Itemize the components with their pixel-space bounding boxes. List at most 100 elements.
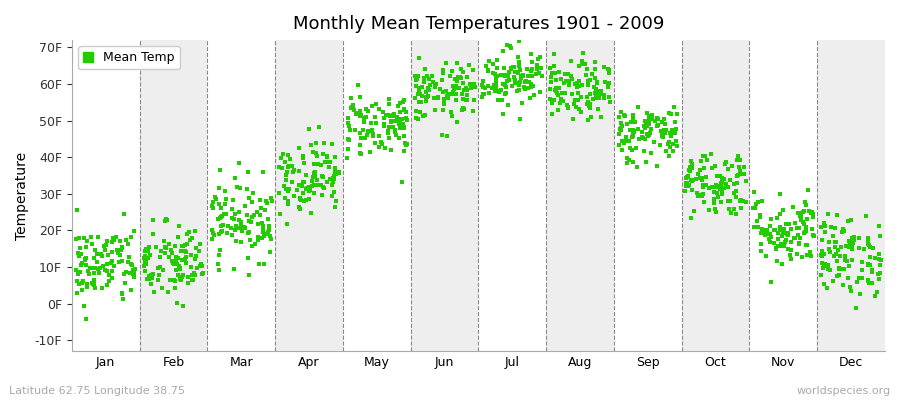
Point (158, 216, 173, 222)
Point (770, 258, 784, 264)
Point (340, 154, 355, 161)
Point (75, 286, 89, 293)
Point (650, 115, 664, 122)
Point (115, 291, 130, 297)
Point (180, 240, 194, 247)
Point (360, 132, 374, 138)
Point (329, 198, 344, 204)
Point (346, 102, 360, 108)
Point (188, 256, 202, 262)
Point (212, 266, 226, 273)
Point (353, 108, 367, 114)
Point (241, 255, 256, 261)
Point (445, 113, 459, 120)
Point (589, 86, 603, 92)
Point (839, 243, 853, 249)
Point (244, 219, 258, 225)
Point (431, 95, 446, 102)
Point (643, 130, 657, 136)
Point (699, 174, 714, 180)
Point (364, 128, 379, 134)
Point (485, 85, 500, 92)
Point (692, 175, 706, 181)
Point (86, 281, 100, 287)
Point (340, 120, 355, 126)
Point (205, 236, 220, 242)
Bar (681, 40, 750, 351)
Point (409, 75, 423, 81)
Point (399, 114, 413, 121)
Point (86, 255, 101, 262)
Point (730, 180, 744, 186)
Point (212, 201, 226, 207)
Point (650, 163, 664, 170)
Point (194, 260, 209, 267)
Point (656, 127, 670, 133)
Point (581, 82, 596, 88)
Point (214, 214, 229, 220)
Point (566, 100, 580, 107)
Point (784, 255, 798, 262)
Point (163, 277, 177, 283)
Point (278, 195, 293, 201)
Point (749, 200, 763, 207)
Point (727, 206, 742, 212)
Point (302, 188, 316, 194)
Point (493, 86, 508, 93)
Point (626, 132, 640, 138)
Point (499, 84, 513, 90)
Point (171, 234, 185, 240)
Point (98, 246, 112, 253)
Point (698, 153, 713, 160)
Point (212, 184, 226, 191)
Point (92, 270, 106, 276)
Point (282, 186, 296, 192)
Point (184, 234, 199, 241)
Point (436, 100, 451, 106)
Point (531, 56, 545, 62)
Point (364, 127, 379, 134)
Point (314, 173, 328, 179)
Point (87, 281, 102, 288)
Point (553, 100, 567, 106)
Point (834, 266, 849, 272)
Point (580, 99, 595, 105)
Point (838, 257, 852, 263)
Point (507, 74, 521, 80)
Point (302, 196, 317, 202)
Point (630, 164, 644, 170)
Point (862, 242, 877, 249)
Point (450, 78, 464, 84)
Point (491, 88, 506, 94)
Point (449, 90, 464, 97)
Point (853, 290, 868, 297)
Point (228, 227, 242, 234)
Point (391, 103, 405, 110)
Point (475, 94, 490, 100)
Point (225, 214, 239, 221)
Point (397, 148, 411, 154)
Point (731, 172, 745, 179)
Point (770, 230, 785, 236)
Point (143, 252, 157, 258)
Point (601, 80, 616, 86)
Point (679, 175, 693, 182)
Point (375, 109, 390, 116)
Point (250, 221, 265, 228)
Point (558, 90, 572, 96)
Point (803, 248, 817, 255)
Point (240, 230, 255, 236)
Point (641, 133, 655, 140)
Point (592, 95, 607, 102)
Point (186, 270, 201, 276)
Point (125, 262, 140, 268)
Point (814, 252, 828, 258)
Point (410, 91, 425, 97)
Point (572, 106, 586, 112)
Point (758, 227, 772, 233)
Point (817, 281, 832, 288)
Point (425, 73, 439, 79)
Point (119, 269, 133, 276)
Point (797, 198, 812, 205)
Point (696, 153, 710, 160)
